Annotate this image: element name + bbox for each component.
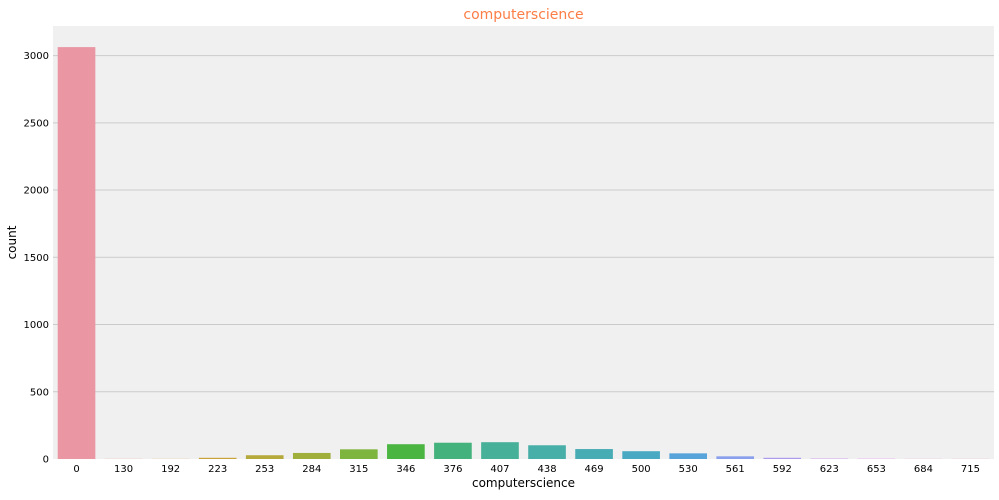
y-tick-label: 2500	[24, 118, 49, 129]
y-tick-label: 0	[43, 455, 49, 466]
bar-376	[434, 443, 472, 459]
bar-223	[199, 458, 237, 459]
bar-0	[58, 47, 96, 459]
y-tick-label: 2000	[24, 186, 49, 197]
x-tick-label: 130	[114, 464, 133, 475]
bar-253	[246, 455, 284, 459]
bar-438	[528, 445, 566, 459]
y-tick-label: 500	[30, 387, 49, 398]
chart-title: computerscience	[463, 7, 583, 23]
bar-407	[481, 442, 519, 459]
y-tick-label: 1000	[24, 320, 49, 331]
plot-area	[53, 26, 994, 459]
x-tick-label: 438	[537, 464, 556, 475]
bar-500	[622, 451, 660, 459]
y-axis-ticks: 0 500 1000 1500 2000 2500 3000	[24, 51, 49, 465]
bar-284	[293, 453, 331, 459]
x-axis-ticks: 0 130 192 223 253 284 315 346 376 407 438 469 500 530…	[73, 464, 980, 475]
x-tick-label: 469	[585, 464, 604, 475]
x-tick-label: 315	[349, 464, 368, 475]
y-tick-label: 3000	[24, 51, 49, 62]
x-tick-label: 192	[161, 464, 180, 475]
x-axis-title: computerscience	[472, 476, 575, 490]
x-tick-label: 561	[726, 464, 745, 475]
x-tick-label: 407	[490, 464, 509, 475]
x-tick-label: 223	[208, 464, 227, 475]
y-axis-title: count	[5, 225, 19, 259]
x-tick-label: 346	[396, 464, 415, 475]
x-tick-label: 715	[961, 464, 980, 475]
bar-469	[575, 449, 613, 459]
y-tick-label: 1500	[24, 253, 49, 264]
x-tick-label: 376	[443, 464, 462, 475]
x-tick-label: 623	[820, 464, 839, 475]
bar-530	[669, 453, 707, 459]
x-tick-label: 684	[914, 464, 933, 475]
x-tick-label: 253	[255, 464, 274, 475]
x-tick-label: 653	[867, 464, 886, 475]
x-tick-label: 500	[632, 464, 651, 475]
x-tick-label: 0	[73, 464, 79, 475]
x-tick-label: 530	[679, 464, 698, 475]
bar-561	[716, 456, 754, 459]
bar-315	[340, 449, 378, 459]
x-tick-label: 592	[773, 464, 792, 475]
x-tick-label: 284	[302, 464, 321, 475]
bar-346	[387, 444, 425, 459]
bar-592	[763, 458, 801, 459]
